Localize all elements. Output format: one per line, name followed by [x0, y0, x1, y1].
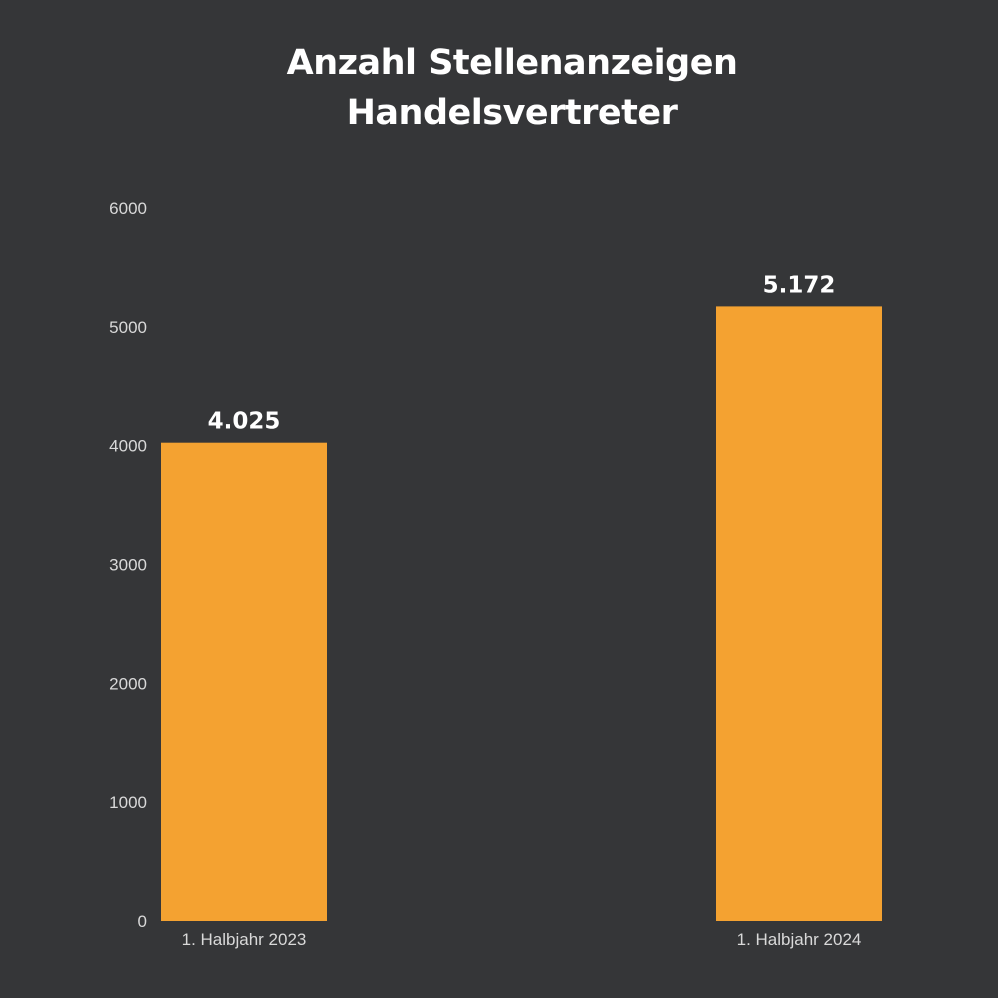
y-tick-label: 3000	[109, 556, 147, 575]
y-tick-label: 1000	[109, 793, 147, 812]
y-tick-label: 6000	[109, 199, 147, 218]
bar	[161, 442, 327, 921]
chart-title-line-1: Anzahl Stellenanzeigen	[286, 43, 738, 83]
chart-title-line-2: Handelsvertreter	[346, 93, 678, 133]
y-tick-label: 2000	[109, 674, 147, 693]
y-tick-label: 0	[138, 912, 147, 931]
y-tick-label: 4000	[109, 437, 147, 456]
chart-title: Anzahl Stellenanzeigen Handelsvertreter	[0, 38, 998, 138]
data-label: 4.025	[208, 409, 281, 435]
bar	[716, 306, 882, 921]
y-tick-label: 5000	[109, 318, 147, 337]
data-label: 5.172	[763, 272, 836, 298]
x-category-label: 1. Halbjahr 2024	[737, 930, 862, 949]
x-category-label: 1. Halbjahr 2023	[182, 930, 307, 949]
